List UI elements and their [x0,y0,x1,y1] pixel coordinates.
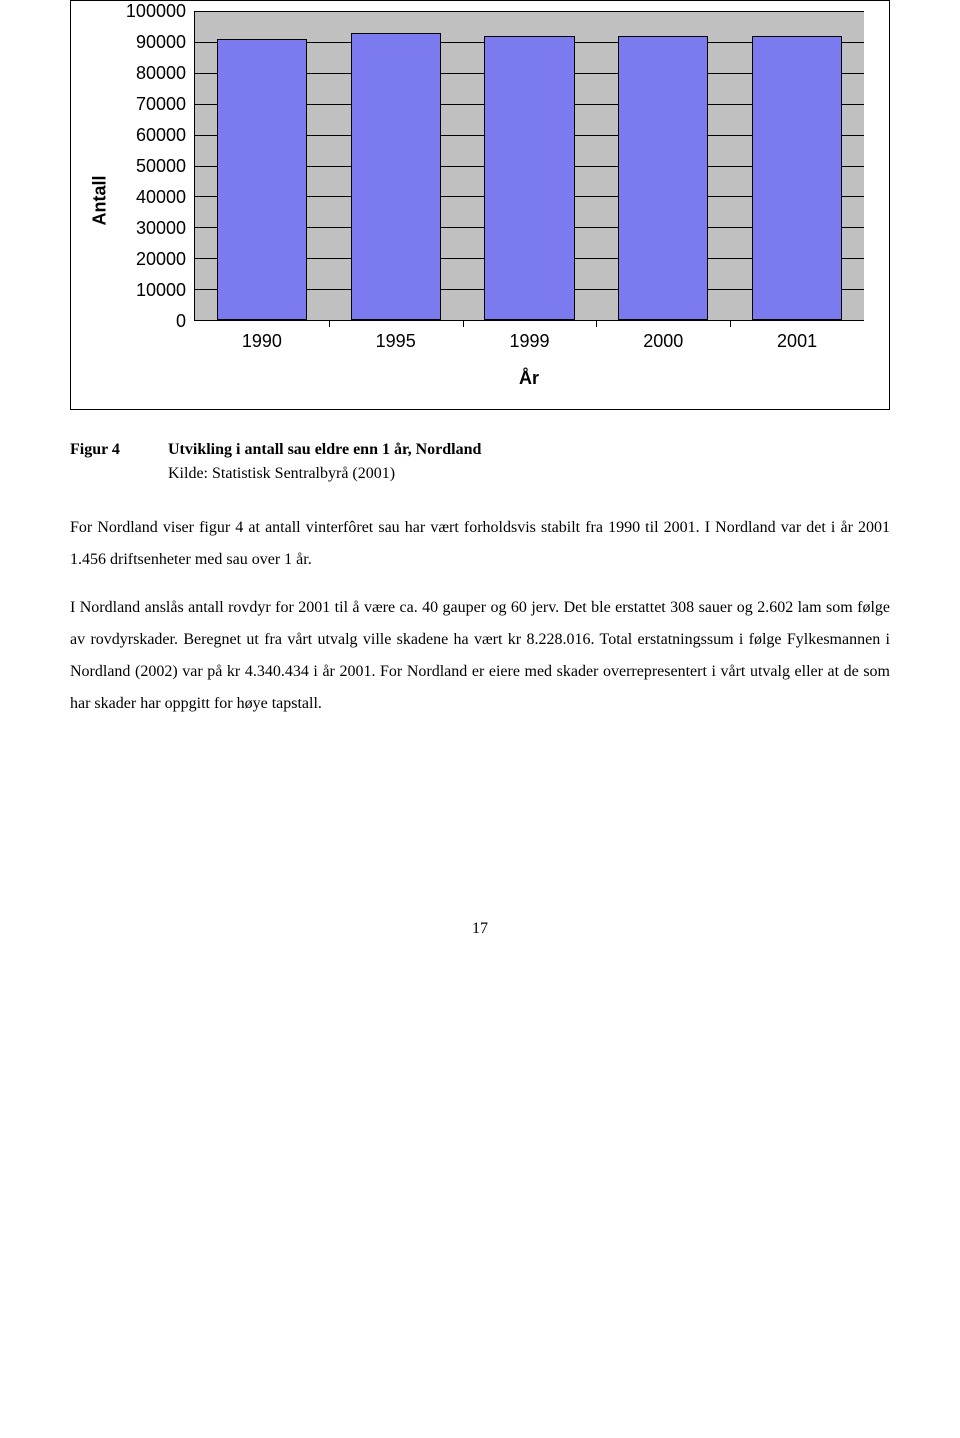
bars-container [195,11,864,320]
x-tick-mark [463,321,464,327]
paragraph-1: For Nordland viser figur 4 at antall vin… [70,512,890,576]
chart-inner: Antall 100000900008000070000600005000040… [86,11,864,389]
figure-caption-text: Utvikling i antall sau eldre enn 1 år, N… [168,438,481,486]
bar [484,36,574,320]
figure-caption: Figur 4 Utvikling i antall sau eldre enn… [70,438,890,486]
figure-title: Utvikling i antall sau eldre enn 1 år, N… [168,441,481,458]
plot-area [194,11,864,321]
x-tick: 1995 [351,331,441,352]
x-axis-label: År [194,352,864,389]
y-axis-label-wrap: Antall [86,11,114,389]
bar [752,36,842,320]
page: Antall 100000900008000070000600005000040… [0,0,960,978]
body-text: For Nordland viser figur 4 at antall vin… [70,512,890,720]
bar [217,39,307,320]
bar-chart: Antall 100000900008000070000600005000040… [70,0,890,410]
paragraph-2: I Nordland anslås antall rovdyr for 2001… [70,592,890,720]
y-axis-ticks: 1000009000080000700006000050000400003000… [114,11,194,321]
page-number: 17 [70,920,890,938]
x-tick-mark [329,321,330,327]
x-tick: 1990 [217,331,307,352]
plot-wrap: 1990 1995 1999 2000 2001 År [194,11,864,389]
figure-label: Figur 4 [70,438,140,486]
x-tick: 1999 [484,331,574,352]
x-tick-mark [730,321,731,327]
x-axis-ticks: 1990 1995 1999 2000 2001 [194,321,864,352]
x-tick: 2001 [752,331,842,352]
figure-source: Kilde: Statistisk Sentralbyrå (2001) [168,465,395,482]
bar [618,36,708,320]
bar [351,33,441,320]
x-tick-mark [596,321,597,327]
y-axis-label: Antall [90,175,111,225]
x-tick: 2000 [618,331,708,352]
